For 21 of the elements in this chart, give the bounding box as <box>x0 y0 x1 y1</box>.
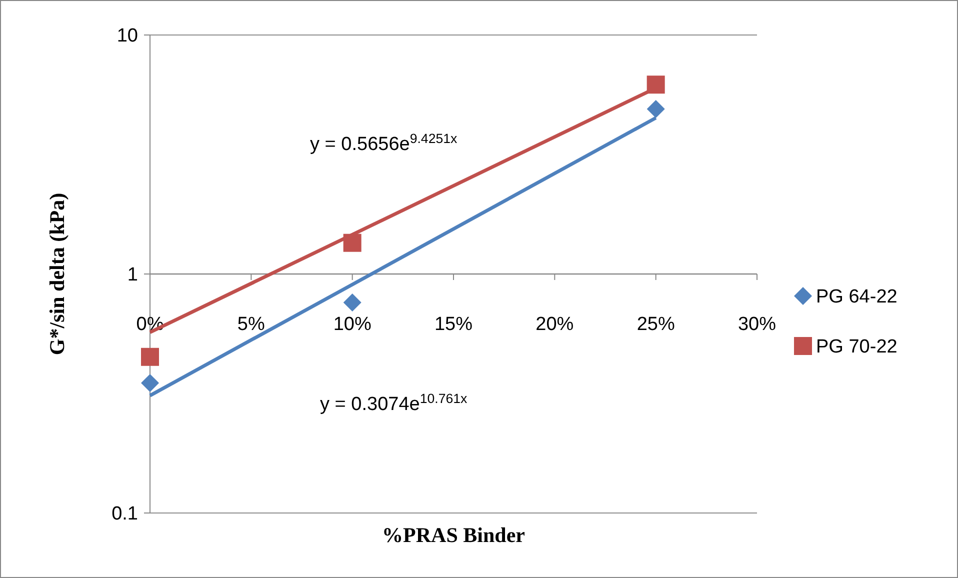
x-tick-label: 20% <box>536 314 574 335</box>
annotation: y = 0.5656e$^{9.4251x}$ <box>310 130 458 155</box>
y-tick-label: 0.1 <box>112 504 138 525</box>
point <box>646 100 665 118</box>
legend-label: PG 64-22 <box>816 286 898 308</box>
y-axis-title: G*/sin delta (kPa) <box>45 192 69 356</box>
x-tick-label: 10% <box>333 314 372 335</box>
y-tick-label: 1 <box>127 264 138 286</box>
x-tick-label: 5% <box>237 314 265 335</box>
point <box>343 234 362 252</box>
x-tick-label: 25% <box>636 314 675 335</box>
point <box>141 374 159 392</box>
point <box>343 293 362 312</box>
annotation: y = 0.3074e$^{10.761x}$ <box>320 390 468 415</box>
point <box>141 348 159 366</box>
legend-label: PG 70-22 <box>816 336 898 358</box>
y-tick-label: 10 <box>116 26 138 47</box>
x-tick-label: 15% <box>434 314 473 335</box>
point <box>646 76 665 94</box>
x-axis-title: %PRAS Binder <box>382 523 525 547</box>
x-tick-label: 30% <box>738 314 776 335</box>
